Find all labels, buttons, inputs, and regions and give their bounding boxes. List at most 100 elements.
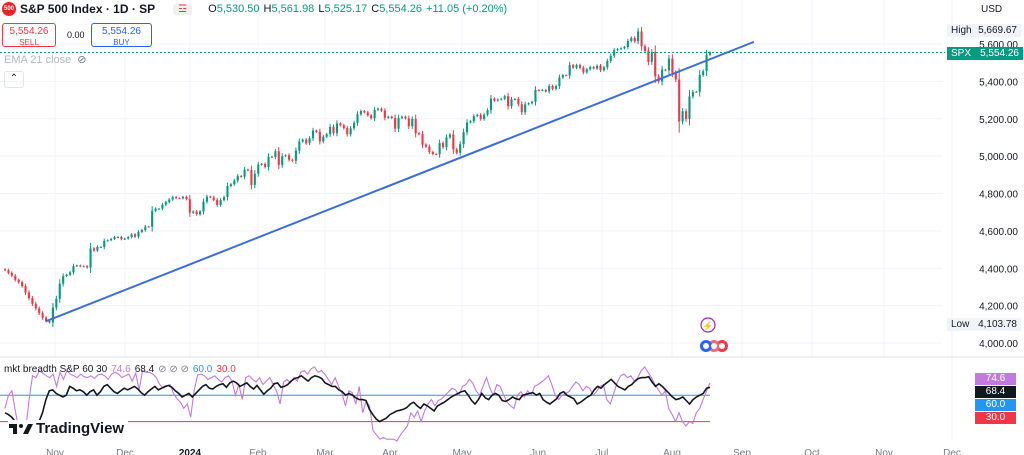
candle[interactable] (349, 126, 352, 137)
candle[interactable] (243, 167, 246, 180)
candle[interactable] (298, 138, 301, 154)
candle[interactable] (462, 128, 465, 148)
candle[interactable] (486, 108, 489, 117)
tradingview-logo[interactable]: TradingView (8, 420, 129, 437)
candle[interactable] (130, 233, 133, 239)
candle[interactable] (31, 296, 34, 306)
candle[interactable] (596, 64, 599, 70)
candle[interactable] (493, 97, 496, 102)
candle[interactable] (366, 110, 369, 117)
candle[interactable] (68, 271, 72, 277)
candle[interactable] (551, 84, 554, 91)
candle[interactable] (157, 207, 161, 210)
candle[interactable] (572, 63, 575, 70)
candle[interactable] (438, 139, 441, 158)
candle[interactable] (216, 197, 219, 207)
candle[interactable] (315, 129, 318, 133)
candle[interactable] (609, 53, 612, 64)
candle[interactable] (147, 225, 150, 228)
candle[interactable] (582, 65, 585, 75)
dividend-flags-icon[interactable] (700, 340, 728, 352)
candle[interactable] (465, 119, 469, 136)
candle[interactable] (400, 115, 404, 120)
candle[interactable] (45, 316, 48, 323)
candle[interactable] (260, 163, 263, 166)
candle[interactable] (335, 120, 339, 137)
candle[interactable] (370, 113, 373, 120)
candle[interactable] (151, 206, 154, 232)
candle[interactable] (75, 264, 78, 267)
candle[interactable] (633, 36, 636, 43)
candle[interactable] (284, 154, 287, 158)
candle[interactable] (469, 120, 472, 124)
candle[interactable] (606, 58, 609, 70)
candle[interactable] (226, 182, 229, 201)
candle[interactable] (311, 127, 315, 141)
candle[interactable] (62, 273, 65, 287)
candle[interactable] (483, 112, 486, 121)
candle[interactable] (421, 130, 424, 148)
candle[interactable] (691, 89, 694, 99)
candle[interactable] (517, 96, 520, 107)
candle[interactable] (110, 237, 113, 242)
candle[interactable] (602, 65, 605, 72)
candle[interactable] (455, 147, 458, 155)
candle[interactable] (175, 196, 178, 200)
candle[interactable] (489, 94, 493, 114)
candle[interactable] (404, 115, 407, 120)
candle[interactable] (452, 129, 455, 154)
candle[interactable] (418, 132, 421, 136)
candle[interactable] (339, 122, 342, 127)
candle[interactable] (209, 195, 212, 199)
candle[interactable] (510, 96, 513, 109)
candle[interactable] (51, 303, 54, 327)
candle[interactable] (277, 147, 280, 170)
candle[interactable] (626, 38, 629, 50)
candle[interactable] (195, 209, 198, 216)
candle[interactable] (246, 168, 250, 172)
candle[interactable] (192, 210, 195, 214)
compare-button[interactable]: ☲ (173, 3, 193, 15)
candle[interactable] (250, 165, 253, 190)
candle[interactable] (168, 198, 171, 204)
candle[interactable] (496, 98, 499, 102)
candle[interactable] (708, 51, 712, 56)
candle[interactable] (291, 158, 294, 162)
candle[interactable] (92, 247, 96, 252)
candle[interactable] (688, 90, 691, 126)
candle[interactable] (229, 182, 232, 188)
time-axis[interactable]: Nov Dec 2024 Feb Mar Apr May Jun Jul Aug Sep Oct Nov… (46, 448, 961, 455)
candle[interactable] (99, 246, 102, 248)
candle[interactable] (507, 92, 510, 110)
candle[interactable] (181, 195, 185, 200)
candle[interactable] (127, 235, 130, 240)
candle[interactable] (441, 141, 445, 149)
candle[interactable] (79, 264, 82, 268)
candle[interactable] (585, 67, 588, 74)
candle[interactable] (120, 235, 123, 241)
candle[interactable] (253, 170, 256, 189)
candle[interactable] (188, 194, 191, 217)
candle[interactable] (541, 89, 544, 92)
candle[interactable] (329, 124, 332, 137)
candle[interactable] (106, 239, 109, 242)
candle[interactable] (527, 102, 530, 106)
price-axis[interactable]: 5,600.00 5,400.00 5,200.00 5,000.00 4,800.00… (979, 40, 1018, 350)
candle[interactable] (264, 162, 267, 169)
candle[interactable] (55, 295, 58, 311)
currency-label[interactable]: USD (981, 4, 1003, 15)
candle[interactable] (140, 228, 143, 234)
candle[interactable] (619, 47, 623, 50)
candle[interactable] (144, 224, 147, 232)
candle[interactable] (38, 306, 41, 316)
candle[interactable] (332, 124, 335, 136)
candle[interactable] (257, 161, 260, 177)
candle[interactable] (678, 68, 681, 133)
candle[interactable] (65, 273, 68, 278)
candle[interactable] (380, 107, 383, 112)
candle[interactable] (428, 144, 431, 155)
candle[interactable] (592, 65, 595, 70)
symbol-title[interactable]: S&P 500 Index · 1D · SP (20, 2, 156, 16)
candle[interactable] (568, 61, 571, 79)
candle[interactable] (394, 114, 397, 133)
